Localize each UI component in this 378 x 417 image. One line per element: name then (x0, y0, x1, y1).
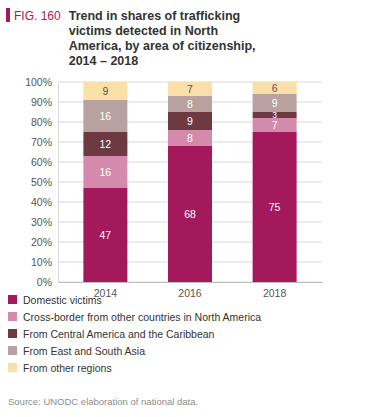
y-tick-label: 70% (31, 136, 52, 148)
bar-segment (83, 82, 127, 100)
data-label: 7 (272, 119, 278, 131)
source: Source: UNODC elaboration of national da… (8, 396, 198, 407)
figure-label: FIG. 160 (14, 9, 61, 23)
y-tick-label: 90% (31, 96, 52, 108)
bar-segment (83, 156, 127, 188)
data-label: 9 (102, 85, 108, 97)
y-tick-label: 10% (31, 256, 52, 268)
bars (83, 82, 296, 282)
bar-segment (168, 146, 212, 282)
data-label: 8 (187, 132, 193, 144)
y-tick-label: 20% (31, 236, 52, 248)
y-tick-label: 0% (37, 276, 52, 288)
y-tick: 30% (31, 216, 58, 228)
bar-segment (253, 82, 297, 94)
data-label: 75 (269, 201, 281, 213)
legend-label: Cross-border from other countries in Nor… (23, 311, 261, 323)
bar-segment (253, 118, 297, 132)
x-tick-label: 2016 (178, 287, 202, 299)
legend-label: From other regions (23, 362, 112, 374)
data-label: 16 (100, 166, 112, 178)
y-tick: 80% (31, 116, 58, 128)
title: Trend in shares of traffickingvictims de… (69, 9, 256, 68)
chart: FIG. 160 Trend in shares of traffickingvi… (0, 0, 378, 417)
bar-segment (83, 100, 127, 132)
data-label: 12 (100, 138, 112, 150)
legend-label: From Central America and the Caribbean (23, 328, 215, 340)
legend-swatch (8, 329, 17, 338)
data-label: 9 (272, 97, 278, 109)
data-labels: 476875168712931689976 (100, 82, 281, 241)
legend-swatch (8, 312, 17, 321)
y-tick: 100% (25, 76, 58, 88)
bar-segment (83, 132, 127, 156)
y-tick: 10% (31, 256, 58, 268)
legend: Domestic victims Cross-border from other … (8, 294, 261, 374)
data-label: 47 (100, 229, 112, 241)
y-tick-label: 80% (31, 116, 52, 128)
y-tick: 50% (31, 176, 58, 188)
data-label: 16 (100, 110, 112, 122)
y-tick-label: 30% (31, 216, 52, 228)
data-label: 6 (272, 82, 278, 94)
legend-swatch (8, 346, 17, 355)
legend-swatch (8, 295, 17, 304)
data-label: 9 (187, 115, 193, 127)
x-tick: 2016 (178, 282, 202, 299)
data-label: 7 (187, 83, 193, 95)
x-tick: 2018 (263, 282, 287, 299)
bar-segment (168, 112, 212, 130)
grid (58, 82, 322, 282)
y-axis-line (58, 83, 59, 283)
x-tick-label: 2018 (263, 287, 287, 299)
y-tick: 0% (37, 276, 58, 288)
y-tick: 20% (31, 236, 58, 248)
legend-label: Domestic victims (23, 294, 102, 306)
y-tick-label: 50% (31, 176, 52, 188)
data-label: 8 (187, 98, 193, 110)
data-label: 3 (272, 110, 277, 120)
y-tick: 60% (31, 156, 58, 168)
y-tick-label: 100% (25, 76, 52, 88)
legend-label: From East and South Asia (23, 345, 145, 357)
y-axis: 0% 10% 20% 30% 40% 50% 60% 70% 80% 90% 100% (25, 76, 58, 288)
y-tick-label: 40% (31, 196, 52, 208)
figure-label-bar (6, 8, 10, 22)
y-tick: 40% (31, 196, 58, 208)
bar-segment (83, 188, 127, 282)
bar-segment (168, 82, 212, 96)
bar-segment (168, 130, 212, 146)
y-tick-label: 60% (31, 156, 52, 168)
x-axis-line (59, 282, 323, 283)
y-tick: 70% (31, 136, 58, 148)
bar-segment (253, 132, 297, 282)
bar-segment (168, 96, 212, 112)
y-tick: 90% (31, 96, 58, 108)
legend-swatch (8, 363, 17, 372)
data-label: 68 (184, 208, 196, 220)
